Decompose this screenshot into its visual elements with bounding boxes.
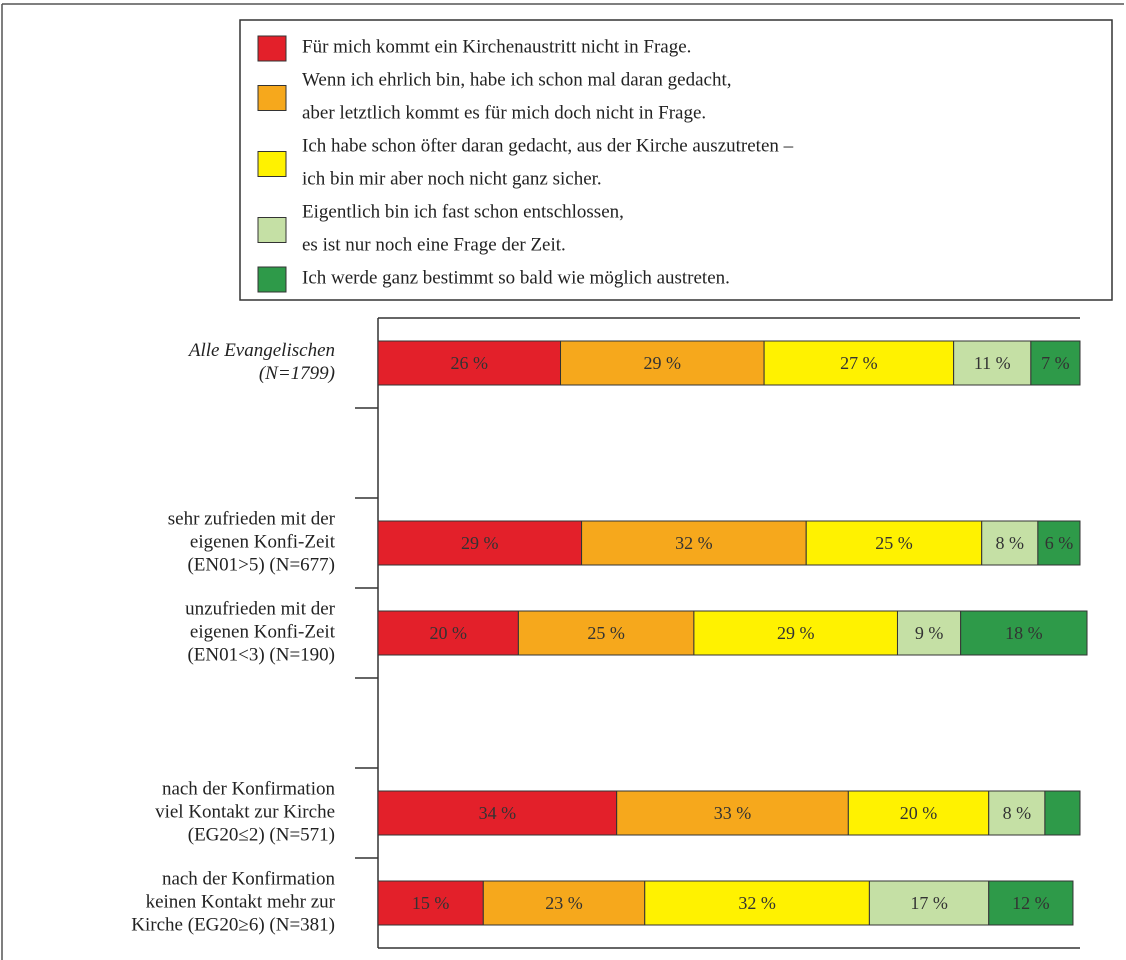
bar-segment	[377, 880, 484, 926]
legend-label: Wenn ich ehrlich bin, habe ich schon mal…	[302, 69, 732, 90]
value-label: 8 %	[996, 533, 1025, 553]
bar-segment	[581, 520, 807, 566]
value-label: 17 %	[910, 893, 948, 913]
bar-segment	[847, 790, 990, 836]
value-label: 26 %	[451, 353, 489, 373]
bar-segment	[377, 610, 519, 656]
bar-segment	[988, 790, 1046, 836]
value-label: 27 %	[840, 353, 878, 373]
bar-segment	[1030, 340, 1081, 386]
legend-label: Für mich kommt ein Kirchenaustritt nicht…	[302, 36, 691, 57]
value-label: 8 %	[1003, 803, 1032, 823]
value-label: 12 %	[1012, 893, 1050, 913]
bar-segment	[482, 880, 646, 926]
bar-segment	[896, 610, 962, 656]
category-label: unzufrieden mit der	[185, 598, 336, 619]
value-label: 25 %	[587, 623, 625, 643]
legend-label: ich bin mir aber noch nicht ganz sicher.	[302, 168, 602, 189]
legend-label: Ich habe schon öfter daran gedacht, aus …	[302, 135, 794, 156]
category-label: nach der Konfirmation	[162, 778, 336, 799]
bar-segment	[988, 880, 1074, 926]
value-label: 32 %	[675, 533, 713, 553]
value-label: 7 %	[1041, 353, 1070, 373]
bar-segment	[953, 340, 1032, 386]
bar-segment	[377, 340, 562, 386]
legend-label: es ist nur noch eine Frage der Zeit.	[302, 234, 566, 255]
category-label: (EG20≤2) (N=571)	[188, 824, 335, 845]
bar-segment	[644, 880, 870, 926]
value-label: 32 %	[738, 893, 776, 913]
bar-segment	[981, 520, 1039, 566]
legend-swatch	[257, 35, 287, 62]
bar-segment	[560, 340, 765, 386]
category-label: (EN01>5) (N=677)	[187, 554, 335, 575]
legend-swatch	[257, 85, 287, 111]
value-label: 9 %	[915, 623, 944, 643]
bar-segment	[517, 610, 695, 656]
category-label: nach der Konfirmation	[162, 868, 336, 889]
value-label: 33 %	[714, 803, 752, 823]
category-label: (N=1799)	[259, 363, 335, 384]
category-label: Alle Evangelischen	[187, 340, 335, 361]
value-label: 25 %	[875, 533, 913, 553]
category-label: viel Kontakt zur Kirche	[155, 801, 335, 822]
value-label: 11 %	[974, 353, 1011, 373]
value-label: 18 %	[1005, 623, 1043, 643]
value-label: 34 %	[479, 803, 517, 823]
bar-segment	[960, 610, 1088, 656]
category-label: keinen Kontakt mehr zur	[146, 891, 336, 912]
bar-segment	[377, 790, 618, 836]
bar-segment	[616, 790, 849, 836]
legend-label: aber letztlich kommt es für mich doch ni…	[302, 102, 706, 123]
legend-label: Ich werde ganz bestimmt so bald wie mögl…	[302, 267, 730, 288]
bar-segment	[1037, 520, 1081, 566]
value-label: 15 %	[412, 893, 450, 913]
value-label: 6 %	[1045, 533, 1074, 553]
value-label: 20 %	[429, 623, 467, 643]
legend-swatch	[257, 266, 287, 293]
bar-segment	[377, 520, 583, 566]
category-label: (EN01<3) (N=190)	[187, 644, 335, 665]
category-label: sehr zufrieden mit der	[168, 508, 336, 529]
value-label: 29 %	[461, 533, 499, 553]
legend-label: Eigentlich bin ich fast schon entschloss…	[302, 201, 624, 222]
value-label: 29 %	[777, 623, 815, 643]
category-label: Kirche (EG20≥6) (N=381)	[131, 914, 335, 935]
legend-box	[239, 19, 1113, 301]
value-label: 29 %	[644, 353, 682, 373]
bar-segment	[868, 880, 990, 926]
category-label: eigenen Konfi-Zeit	[190, 531, 336, 552]
value-label: 20 %	[900, 803, 938, 823]
bar-segment	[1044, 790, 1081, 836]
legend-swatch	[257, 151, 287, 177]
bar-segment	[693, 610, 898, 656]
category-label: eigenen Konfi-Zeit	[190, 621, 336, 642]
value-label: 23 %	[545, 893, 583, 913]
legend-swatch	[257, 217, 287, 243]
